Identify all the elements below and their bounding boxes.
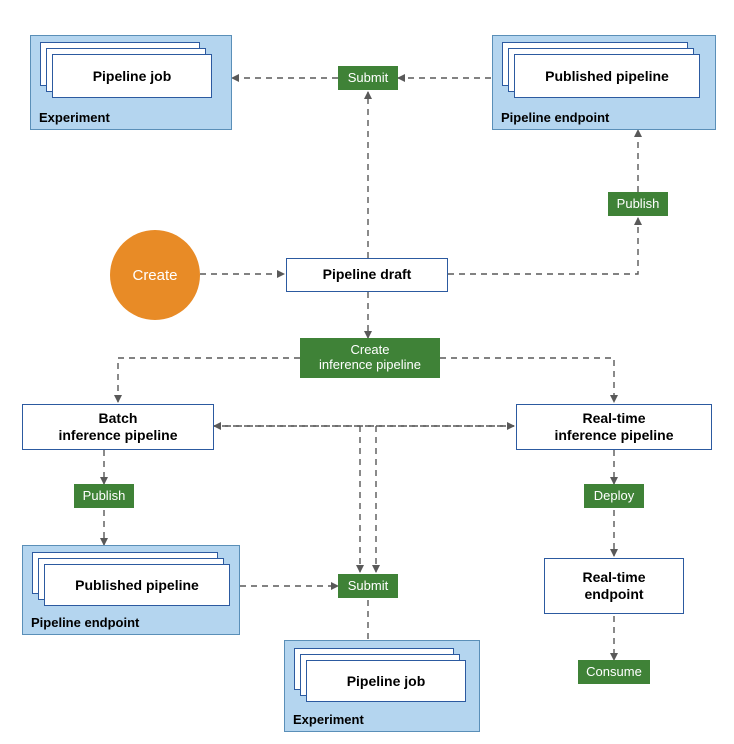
- node-batch-inference: Batch inference pipeline: [22, 404, 214, 450]
- action-submit-bottom: Submit: [338, 574, 398, 598]
- action-deploy: Deploy: [584, 484, 644, 508]
- action-label: Publish: [83, 489, 126, 504]
- action-label: Submit: [348, 579, 388, 594]
- action-label: Create inference pipeline: [319, 343, 421, 373]
- container-label: Experiment: [39, 110, 110, 125]
- action-label: Consume: [586, 665, 642, 680]
- container-label: Pipeline endpoint: [31, 615, 139, 630]
- action-label: Deploy: [594, 489, 634, 504]
- node-label: Create: [132, 267, 177, 284]
- action-consume: Consume: [578, 660, 650, 684]
- action-create-inference: Create inference pipeline: [300, 338, 440, 378]
- node-label: Batch inference pipeline: [58, 410, 177, 445]
- node-label: Real-time endpoint: [582, 569, 645, 604]
- action-label: Submit: [348, 71, 388, 86]
- action-publish-bottom: Publish: [74, 484, 134, 508]
- node-published-pipeline-bottom: Published pipeline: [32, 552, 232, 608]
- node-label: Pipeline job: [347, 673, 426, 689]
- node-label: Pipeline job: [93, 68, 172, 84]
- action-submit-top: Submit: [338, 66, 398, 90]
- node-published-pipeline-top: Published pipeline: [502, 42, 702, 98]
- node-label: Pipeline draft: [323, 266, 412, 284]
- action-publish-top: Publish: [608, 192, 668, 216]
- node-label: Published pipeline: [75, 577, 199, 593]
- node-pipeline-draft: Pipeline draft: [286, 258, 448, 292]
- node-create-circle: Create: [110, 230, 200, 320]
- container-label: Experiment: [293, 712, 364, 727]
- node-pipeline-job-bottom: Pipeline job: [294, 648, 470, 704]
- node-realtime-endpoint: Real-time endpoint: [544, 558, 684, 614]
- node-label: Real-time inference pipeline: [554, 410, 673, 445]
- container-label: Pipeline endpoint: [501, 110, 609, 125]
- node-realtime-inference: Real-time inference pipeline: [516, 404, 712, 450]
- node-label: Published pipeline: [545, 68, 669, 84]
- action-label: Publish: [617, 197, 660, 212]
- node-pipeline-job-top: Pipeline job: [40, 42, 210, 98]
